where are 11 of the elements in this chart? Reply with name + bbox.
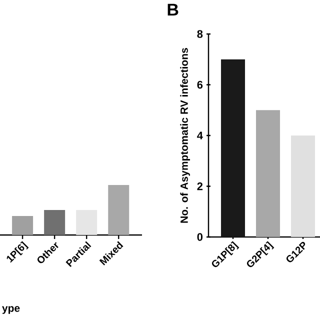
y-tick-label: 8	[197, 30, 203, 38]
chart-title: B	[168, 4, 178, 16]
x-axis-title: ype	[2, 306, 20, 314]
y-tick-label: 2	[197, 182, 203, 190]
y-tick-label: 4	[197, 132, 203, 140]
y-axis-title: No. of Asymptomatic RV infections	[180, 48, 190, 223]
y-tick-label: 6	[197, 80, 203, 89]
bar	[291, 136, 316, 237]
bar	[221, 59, 246, 237]
bar	[256, 110, 280, 237]
y-tick-label: 0	[197, 233, 203, 241]
